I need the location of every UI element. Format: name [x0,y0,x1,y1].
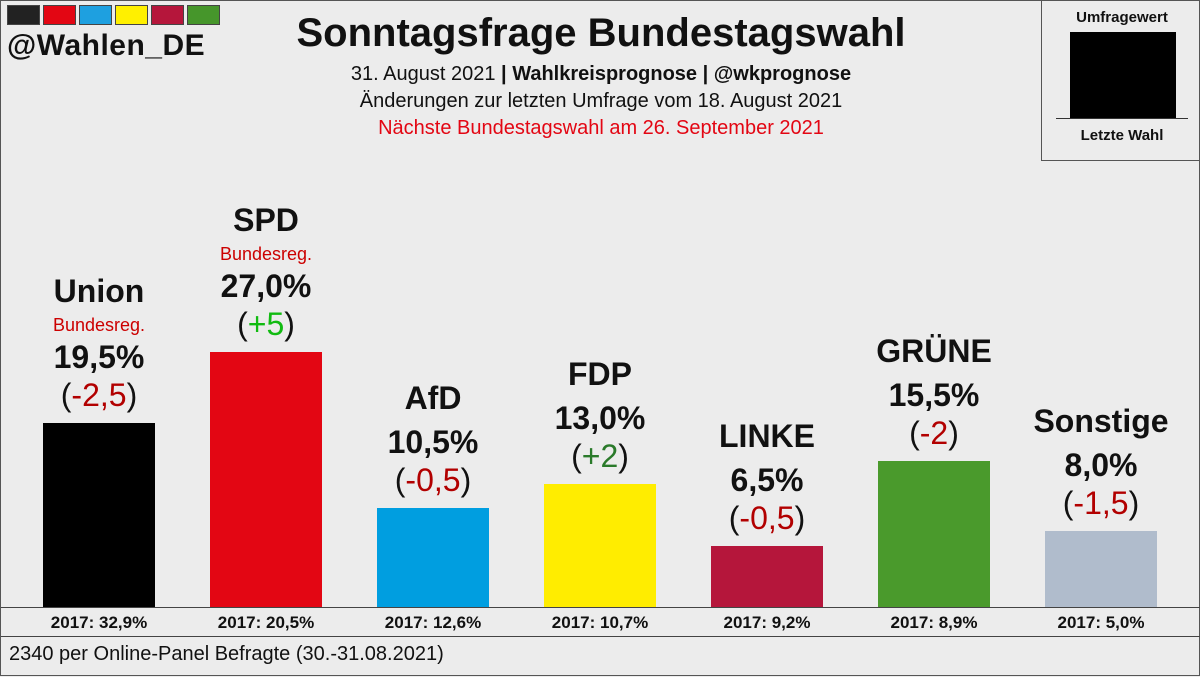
legend-box: Umfragewert Letzte Wahl [1041,1,1200,161]
party-label: Sonstige [1033,403,1169,440]
subtitle-source: Wahlkreisprognose [512,63,698,85]
legend-bottom-label: Letzte Wahl [1080,127,1164,144]
previous-result-label: 2017: 8,9% [890,613,978,632]
twitter-handle: @Wahlen_DE [7,29,206,62]
bar-linke [711,545,823,607]
previous-result-label: 2017: 10,7% [551,613,649,632]
subtitle-handle: @wkprognose [713,63,852,85]
party-label: Union [53,272,145,309]
chart-title: Sonntagsfrage Bundestagswahl [296,11,906,55]
legend-top-label: Umfragewert [1076,9,1168,26]
change-label: (-0,5) [728,499,806,536]
bar-spd [210,352,322,607]
color-swatch [43,5,76,25]
bar-union [43,422,155,607]
color-swatches [7,5,220,25]
value-label: 13,0% [554,400,646,437]
bar-sonstige [1045,531,1157,607]
party-label: LINKE [719,417,815,454]
legend-divider [1056,118,1188,119]
bar-fdp [544,484,656,607]
color-swatch [7,5,40,25]
value-label: 15,5% [888,376,980,413]
subtitle-line-2: Änderungen zur letzten Umfrage vom 18. A… [359,90,843,112]
footer-note: 2340 per Online-Panel Befragte (30.-31.0… [9,643,444,665]
subtitle-sep-2: | [697,63,714,85]
footer-divider [1,636,1200,637]
subtitle-sep-1: | [495,63,513,85]
bar-grüne [878,460,990,607]
change-label: (+5) [237,306,295,342]
color-swatch [115,5,148,25]
party-label: AfD [404,379,462,416]
change-label: (-2,5) [60,376,138,413]
previous-result-label: 2017: 20,5% [217,613,315,632]
party-label: SPD [233,202,299,238]
value-label: 19,5% [53,338,145,375]
previous-result-label: 2017: 12,6% [384,613,482,632]
color-swatch [79,5,112,25]
party-label: GRÜNE [876,332,992,369]
government-label: Bundesreg. [52,314,146,335]
value-label: 10,5% [387,423,479,460]
value-label: 27,0% [220,268,312,304]
change-label: (-1,5) [1062,485,1140,522]
previous-result-label: 2017: 32,9% [50,613,148,632]
previous-result-label: 2017: 9,2% [723,613,811,632]
change-label: (+2) [571,438,629,475]
color-swatch [187,5,220,25]
legend-swatch [1070,32,1176,118]
subtitle-date: 31. August 2021 [350,63,496,85]
value-label: 8,0% [1064,447,1138,484]
party-label: FDP [568,356,632,393]
change-label: (-2) [909,414,959,451]
government-label: Bundesreg. [219,244,313,264]
previous-result-label: 2017: 5,0% [1057,613,1145,632]
value-label: 6,5% [730,461,804,498]
subtitle-line-3: Nächste Bundestagswahl am 26. September … [378,117,824,139]
bar-afd [377,507,489,607]
change-label: (-0,5) [394,461,472,498]
color-swatch [151,5,184,25]
chart-baseline [1,607,1200,608]
subtitle-line-1: 31. August 2021 | Wahlkreisprognose | @w… [231,63,971,86]
